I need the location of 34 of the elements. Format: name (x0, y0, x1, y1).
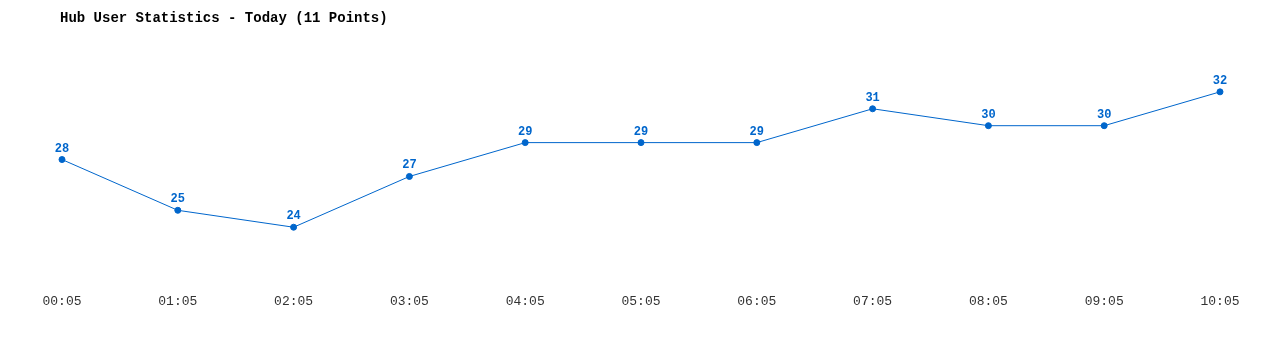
data-label: 25 (170, 192, 185, 207)
x-tick-label: 01:05 (158, 294, 198, 310)
data-label: 29 (518, 124, 533, 139)
x-tick-label: 05:05 (621, 294, 661, 310)
point (984, 122, 992, 130)
x-tick-label: 06:05 (737, 294, 777, 310)
x-tick-label: 02:05 (274, 294, 314, 310)
point (290, 223, 298, 231)
x-tick-label: 07:05 (853, 294, 893, 310)
x-tick-label: 09:05 (1084, 294, 1124, 310)
data-label: 31 (865, 90, 880, 105)
point (174, 206, 182, 214)
chart-title: Hub User Statistics - Today (11 Points) (60, 10, 388, 26)
x-tick-label: 00:05 (42, 294, 82, 310)
data-label: 30 (981, 107, 996, 122)
point (1100, 122, 1108, 130)
x-tick-label: 04:05 (505, 294, 545, 310)
point (637, 139, 645, 147)
point (521, 139, 529, 147)
point (1216, 88, 1224, 96)
x-tick-label: 10:05 (1200, 294, 1240, 310)
point (58, 156, 66, 164)
data-label: 30 (1097, 107, 1112, 122)
point (753, 139, 761, 147)
point (869, 105, 877, 113)
data-label: 32 (1212, 73, 1228, 88)
data-label: 29 (749, 124, 764, 139)
data-label: 27 (402, 158, 417, 173)
data-label: 28 (54, 141, 70, 156)
data-label: 29 (633, 124, 649, 139)
x-tick-label: 08:05 (968, 294, 1008, 310)
x-tick-label: 03:05 (389, 294, 429, 310)
point (405, 172, 413, 180)
data-label: 24 (286, 209, 301, 224)
